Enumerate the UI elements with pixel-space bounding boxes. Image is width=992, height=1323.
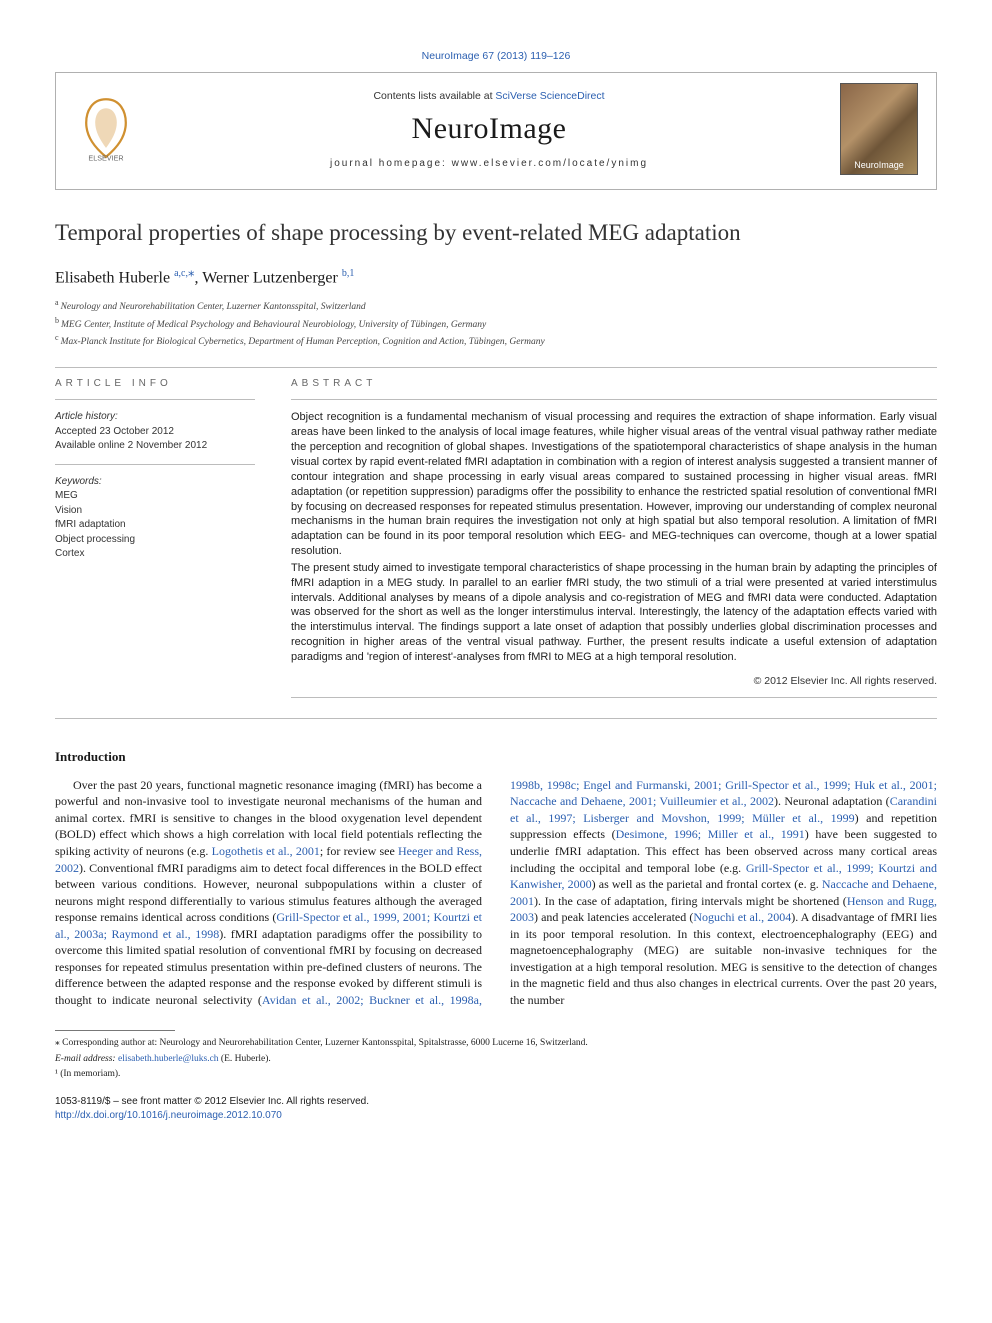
journal-cover-thumbnail: NeuroImage: [840, 83, 918, 175]
corresponding-star-icon: ⁎: [188, 264, 195, 279]
front-matter-line: 1053-8119/$ – see front matter © 2012 El…: [55, 1095, 369, 1123]
divider: [55, 367, 937, 368]
keyword: Object processing: [55, 533, 255, 548]
body-columns: Over the past 20 years, functional magne…: [55, 777, 937, 1009]
doi-link[interactable]: http://dx.doi.org/10.1016/j.neuroimage.2…: [55, 1109, 369, 1123]
accepted-date: Accepted 23 October 2012: [55, 425, 255, 440]
keyword: MEG: [55, 489, 255, 504]
running-head-link[interactable]: NeuroImage 67 (2013) 119–126: [55, 50, 937, 62]
online-date: Available online 2 November 2012: [55, 439, 255, 454]
abstract-text: Object recognition is a fundamental mech…: [291, 410, 937, 664]
email-footnote: E-mail address: elisabeth.huberle@luks.c…: [55, 1053, 937, 1066]
contents-line: Contents lists available at SciVerse Sci…: [156, 90, 822, 102]
divider: [55, 718, 937, 719]
author[interactable]: Elisabeth Huberle: [55, 269, 170, 286]
journal-homepage[interactable]: journal homepage: www.elsevier.com/locat…: [156, 158, 822, 169]
keyword: Vision: [55, 504, 255, 519]
affiliations: aNeurology and Neurorehabilitation Cente…: [55, 297, 937, 349]
body-text: Over the past 20 years, functional magne…: [55, 777, 937, 1009]
divider: [55, 399, 255, 400]
memoriam-footnote: ¹ (In memoriam).: [55, 1068, 937, 1081]
keyword: fMRI adaptation: [55, 518, 255, 533]
author-affil-sup: b,1: [342, 268, 355, 279]
footnote-rule: [55, 1030, 175, 1031]
author[interactable]: Werner Lutzenberger: [202, 269, 338, 286]
divider: [291, 697, 937, 698]
keyword: Cortex: [55, 547, 255, 562]
article-info-heading: ARTICLE INFO: [55, 378, 255, 389]
elsevier-logo: ELSEVIER: [74, 92, 138, 166]
article-history-label: Article history:: [55, 410, 255, 425]
journal-header: ELSEVIER Contents lists available at Sci…: [55, 72, 937, 190]
journal-name: NeuroImage: [156, 112, 822, 146]
keywords-label: Keywords:: [55, 475, 255, 490]
abstract-heading: ABSTRACT: [291, 378, 937, 389]
sciencedirect-link[interactable]: SciVerse ScienceDirect: [495, 90, 604, 102]
divider: [55, 464, 255, 465]
footnotes: ⁎ Corresponding author at: Neurology and…: [55, 1037, 937, 1081]
abstract-copyright: © 2012 Elsevier Inc. All rights reserved…: [291, 675, 937, 687]
article-title: Temporal properties of shape processing …: [55, 218, 937, 248]
authors-line: Elisabeth Huberle a,c,⁎, Werner Lutzenbe…: [55, 264, 937, 287]
divider: [291, 399, 937, 400]
email-link[interactable]: elisabeth.huberle@luks.ch: [118, 1054, 219, 1064]
section-heading: Introduction: [55, 749, 937, 765]
author-affil-sup: a,c,: [174, 268, 188, 279]
corresponding-footnote: ⁎ Corresponding author at: Neurology and…: [55, 1037, 937, 1050]
svg-text:ELSEVIER: ELSEVIER: [88, 154, 123, 163]
